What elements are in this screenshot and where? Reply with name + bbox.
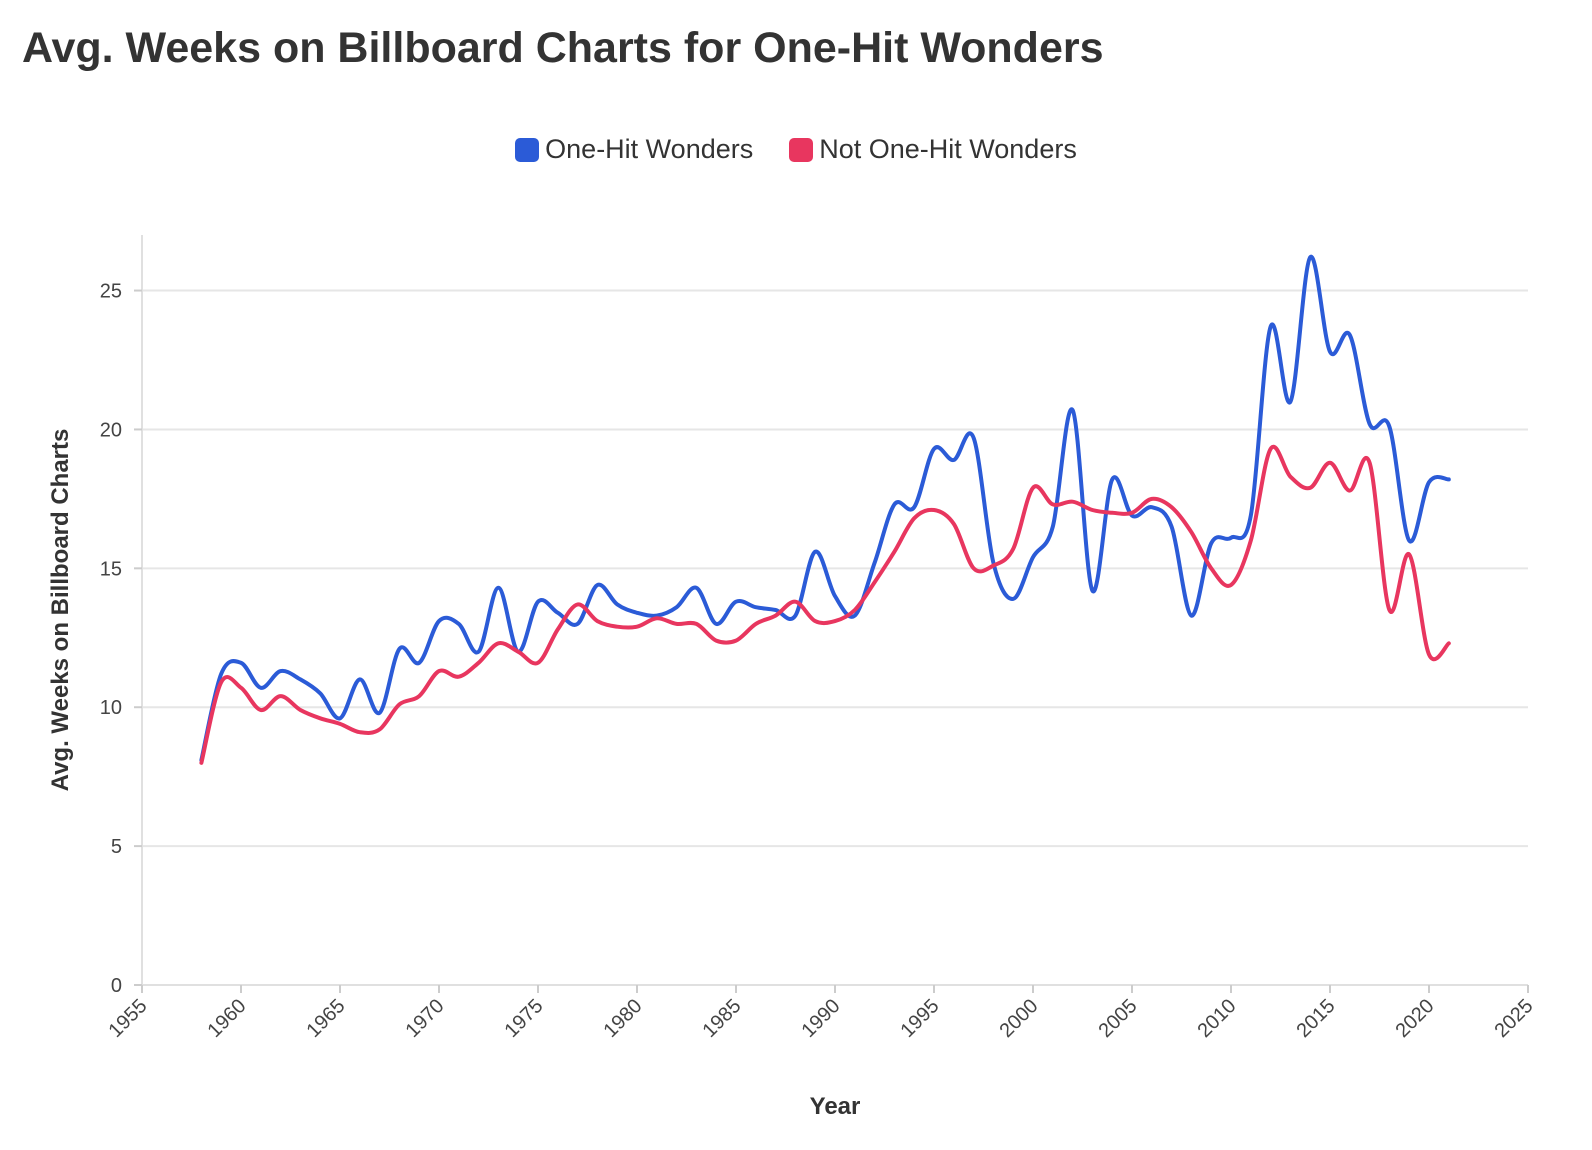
y-tick-label-15: 15 [100,558,122,580]
x-tick-label-2000: 2000 [996,995,1043,1042]
legend-label-one-hit-wonders: One-Hit Wonders [545,134,754,164]
x-tick-label-1995: 1995 [897,995,944,1042]
x-tick-label-1985: 1985 [699,995,746,1042]
axes [141,235,1528,986]
x-tick-label-2025: 2025 [1491,995,1538,1042]
x-tick-label-1960: 1960 [204,995,251,1042]
x-tick-label-1990: 1990 [798,995,845,1042]
y-axis-title: Avg. Weeks on Billboard Charts [47,429,74,792]
legend-item-not-one-hit-wonders[interactable]: Not One-Hit Wonders [789,134,1077,165]
x-tick-label-2005: 2005 [1095,995,1142,1042]
x-tick-label-1965: 1965 [303,995,350,1042]
x-tick-label-1980: 1980 [600,995,647,1042]
legend-swatch-not-one-hit-wonders [789,137,814,162]
y-tick-label-25: 25 [100,281,122,303]
x-axis-ticks: 1955 1960 1965 1970 1975 1980 1985 1990 1995 2000… [105,985,1538,1042]
legend-label-not-one-hit-wonders: Not One-Hit Wonders [819,134,1077,164]
x-tick-label-2010: 2010 [1194,995,1241,1042]
x-axis-title: Year [810,1093,861,1120]
x-tick-label-1955: 1955 [105,995,152,1042]
gridlines [142,289,1528,848]
series-lines [199,255,1451,765]
x-tick-label-2015: 2015 [1293,995,1340,1042]
x-tick-label-1975: 1975 [501,995,548,1042]
y-tick-label-20: 20 [100,419,122,441]
chart-title: Avg. Weeks on Billboard Charts for One-H… [22,24,1104,72]
chart-legend: One-Hit Wonders Not One-Hit Wonders [0,134,1592,165]
x-tick-label-1970: 1970 [402,995,449,1042]
series-line-not-one-hit-wonders[interactable] [199,444,1451,765]
legend-item-one-hit-wonders[interactable]: One-Hit Wonders [515,134,753,165]
y-tick-label-0: 0 [111,975,122,997]
x-tick-label-2020: 2020 [1392,995,1439,1042]
series-line-one-hit-wonders[interactable] [199,255,1451,762]
y-axis-ticks: 0 5 10 15 20 25 [100,281,142,997]
y-tick-label-10: 10 [100,697,122,719]
legend-swatch-one-hit-wonders [515,137,540,162]
y-tick-label-5: 5 [111,836,122,858]
